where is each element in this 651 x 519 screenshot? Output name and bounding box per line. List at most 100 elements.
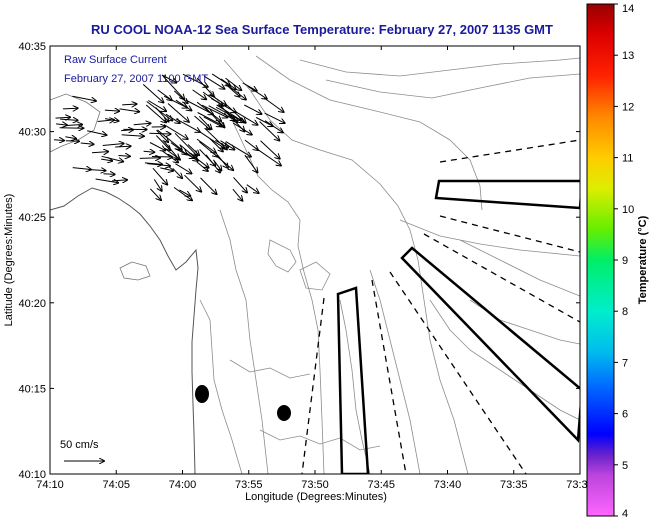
current-vector <box>72 95 96 101</box>
y-axis-ticks: 40:35 40:30 40:25 40:20 40:15 40:10 <box>18 41 580 481</box>
colorbar-tick-label: 4 <box>622 508 628 519</box>
colorbar-tick-label: 13 <box>622 50 634 62</box>
current-vector <box>65 137 76 139</box>
current-vector <box>196 161 208 171</box>
overlay-timestamp: February 27, 2007 1100 GMT <box>64 73 208 85</box>
current-vector <box>172 167 182 178</box>
current-vector <box>185 99 213 114</box>
current-vector <box>263 97 283 112</box>
colorbar-ticks: 14 13 12 11 10 9 8 7 6 5 4 <box>614 3 634 519</box>
current-vector <box>165 113 180 123</box>
current-vector <box>161 74 177 83</box>
current-vector <box>260 140 280 159</box>
current-vector <box>198 115 211 129</box>
y-tick-label: 40:30 <box>18 127 46 139</box>
bathymetry-contours <box>199 55 580 474</box>
y-tick-label: 40:35 <box>18 41 46 53</box>
colorbar-tick-label: 11 <box>622 153 633 165</box>
current-vector <box>118 156 130 157</box>
marker-dot-1 <box>195 385 209 403</box>
overlay-title: Raw Surface Current <box>64 54 167 66</box>
colorbar-tick-label: 8 <box>622 306 628 318</box>
current-vector <box>232 188 243 201</box>
current-vector <box>244 154 258 172</box>
radar-radials <box>301 139 580 474</box>
current-vector <box>153 179 161 190</box>
current-vector <box>56 124 67 125</box>
y-tick-label: 40:25 <box>18 212 46 224</box>
current-vector <box>215 139 228 147</box>
current-vector <box>152 167 167 184</box>
current-vector <box>220 78 236 89</box>
current-vector <box>187 144 199 156</box>
current-vector <box>175 99 192 110</box>
y-axis-label: Latitude (Degrees:Minutes) <box>3 194 15 327</box>
coastline <box>50 187 199 474</box>
current-vector <box>163 95 187 107</box>
x-tick-label: 74:05 <box>102 479 130 491</box>
current-vector <box>122 104 136 105</box>
x-tick-label: 73:35 <box>500 479 528 491</box>
current-vector <box>65 141 79 142</box>
current-vector <box>101 159 112 161</box>
current-vector <box>112 180 127 181</box>
colorbar-tick-label: 5 <box>622 460 628 472</box>
current-vector <box>217 154 228 168</box>
colorbar-tick-label: 9 <box>622 255 628 267</box>
x-tick-label: 74:10 <box>36 479 64 491</box>
current-vector <box>244 104 261 114</box>
current-vector <box>175 118 200 132</box>
current-vector <box>150 188 161 200</box>
current-vector <box>121 135 144 136</box>
current-vector <box>242 82 257 91</box>
current-vector <box>87 130 106 135</box>
current-vector <box>133 123 151 125</box>
current-vector <box>196 138 216 153</box>
current-vector <box>246 184 259 193</box>
current-vector <box>91 152 108 153</box>
colorbar-tick-label: 10 <box>622 204 634 216</box>
current-vector <box>255 117 273 127</box>
current-vector <box>149 133 170 134</box>
current-vector <box>184 174 202 191</box>
current-vector <box>185 152 198 161</box>
colorbar <box>586 3 615 517</box>
current-vector <box>143 151 155 152</box>
current-vector <box>204 107 224 128</box>
current-vector <box>173 90 187 103</box>
current-vector <box>182 73 208 87</box>
current-vector <box>198 130 225 148</box>
colorbar-tick-label: 7 <box>622 357 628 369</box>
current-vector <box>95 178 119 183</box>
map-title: RU COOL NOAA-12 Sea Surface Temperature:… <box>91 22 553 37</box>
current-vector <box>149 142 165 151</box>
current-vector <box>225 83 240 96</box>
current-vector <box>179 189 190 196</box>
current-vector <box>215 106 244 122</box>
x-axis-label: Longitude (Degrees:Minutes) <box>245 491 387 503</box>
current-vector <box>148 100 166 112</box>
map-plot-area <box>50 46 580 474</box>
current-vector <box>164 147 180 159</box>
current-vector <box>201 104 227 117</box>
x-tick-label: 74:00 <box>169 479 197 491</box>
colorbar-tick-label: 14 <box>622 3 634 15</box>
current-vector <box>225 111 244 131</box>
current-vector <box>145 104 166 122</box>
current-vector <box>156 129 169 142</box>
current-vector <box>160 168 173 171</box>
current-vector <box>163 124 188 139</box>
x-tick-label: 73:55 <box>235 479 263 491</box>
current-vector <box>233 177 248 192</box>
current-vector <box>192 89 207 99</box>
current-vector <box>62 108 78 109</box>
x-tick-label: 73:45 <box>367 479 395 491</box>
x-tick-label: 73:50 <box>301 479 329 491</box>
y-tick-label: 40:15 <box>18 383 46 395</box>
colorbar-label: Temperature (°C) <box>637 215 649 304</box>
current-vector <box>167 103 189 122</box>
current-vector <box>55 117 71 118</box>
current-vector <box>203 116 222 126</box>
current-vector <box>234 110 257 124</box>
marker-dot-2 <box>277 405 291 421</box>
